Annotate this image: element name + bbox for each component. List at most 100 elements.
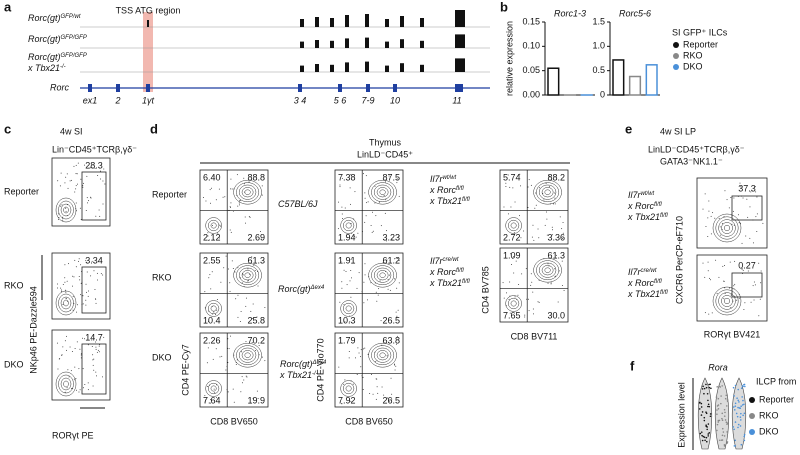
event-dot bbox=[397, 257, 399, 259]
event-dot bbox=[59, 185, 61, 187]
subheader: LinLD⁻CD45⁺ bbox=[357, 149, 413, 159]
event-dot bbox=[246, 376, 248, 378]
event-dot bbox=[354, 191, 356, 193]
event-dot bbox=[85, 259, 87, 261]
event-dot bbox=[740, 222, 742, 224]
event-dot bbox=[75, 378, 77, 380]
coverage-peak bbox=[385, 65, 389, 72]
contour bbox=[205, 380, 222, 397]
contour bbox=[340, 217, 357, 234]
event-dot bbox=[358, 352, 360, 354]
label-sup: GFP/GFP bbox=[61, 53, 87, 59]
coverage-peak bbox=[345, 62, 349, 72]
label-base: Il7r bbox=[430, 174, 444, 184]
event-dot bbox=[527, 186, 529, 188]
event-dot bbox=[731, 223, 733, 225]
event-dot bbox=[257, 285, 259, 287]
contour bbox=[236, 182, 260, 203]
exon bbox=[455, 84, 463, 92]
quadrant-value: 25.8 bbox=[247, 315, 265, 325]
event-dot bbox=[340, 261, 342, 263]
event-dot bbox=[508, 298, 510, 300]
event-dot bbox=[245, 222, 247, 224]
contour bbox=[723, 224, 731, 232]
event-dot bbox=[531, 236, 533, 238]
cell-dot bbox=[743, 435, 746, 438]
event-dot bbox=[80, 178, 82, 180]
event-dot bbox=[396, 287, 398, 289]
contour bbox=[721, 295, 733, 307]
event-dot bbox=[255, 238, 257, 240]
event-dot bbox=[339, 184, 341, 186]
cell-dot bbox=[705, 411, 707, 413]
header: Thymus bbox=[369, 137, 402, 147]
event-dot bbox=[384, 212, 386, 214]
cell-dot bbox=[716, 423, 719, 426]
legend-title: ILCP from bbox=[756, 376, 796, 386]
coverage-peak bbox=[400, 63, 404, 72]
event-dot bbox=[377, 392, 379, 394]
axis-label: CD4 PE-Cy7 bbox=[180, 344, 190, 396]
cell-dot bbox=[700, 402, 703, 405]
event-dot bbox=[237, 294, 239, 296]
cell-dot bbox=[719, 439, 721, 442]
event-dot bbox=[215, 348, 217, 350]
event-dot bbox=[385, 199, 387, 201]
coverage-peak bbox=[300, 65, 304, 72]
event-dot bbox=[391, 398, 393, 400]
event-dot bbox=[102, 203, 104, 205]
event-dot bbox=[237, 316, 239, 318]
event-dot bbox=[505, 182, 507, 184]
event-dot bbox=[88, 290, 90, 292]
contour bbox=[236, 265, 260, 286]
event-dot bbox=[548, 186, 550, 188]
cell-dot bbox=[743, 383, 745, 386]
event-dot bbox=[202, 196, 204, 198]
label-base: x Tbx21 bbox=[429, 196, 462, 206]
y-tick-label: 0.15 bbox=[522, 16, 540, 26]
cell-dot bbox=[722, 431, 725, 433]
event-dot bbox=[209, 399, 211, 401]
cell-dot bbox=[709, 383, 711, 386]
panel-letter: b bbox=[500, 0, 508, 14]
axis-label: CD4 PE-Vio770 bbox=[315, 338, 325, 401]
event-dot bbox=[350, 222, 352, 224]
event-dot bbox=[382, 341, 384, 343]
contour bbox=[379, 189, 386, 195]
contour bbox=[723, 297, 731, 305]
event-dot bbox=[561, 237, 563, 239]
event-dot bbox=[356, 287, 358, 289]
event-dot bbox=[248, 279, 250, 281]
event-dot bbox=[534, 207, 536, 209]
event-dot bbox=[84, 164, 86, 166]
cell-dot bbox=[698, 408, 701, 410]
event-dot bbox=[736, 299, 738, 301]
event-dot bbox=[243, 286, 245, 288]
gate-value: 0.27 bbox=[738, 260, 756, 270]
contour bbox=[60, 377, 72, 391]
event-dot bbox=[385, 230, 387, 232]
event-dot bbox=[719, 226, 721, 228]
contour bbox=[379, 272, 386, 278]
cell-dot bbox=[721, 434, 724, 437]
contour bbox=[236, 345, 260, 366]
event-dot bbox=[204, 291, 206, 293]
cell-dot bbox=[736, 415, 739, 418]
cell-dot bbox=[742, 399, 744, 402]
event-dot bbox=[228, 348, 230, 350]
event-dot bbox=[723, 298, 725, 300]
event-dot bbox=[239, 200, 241, 202]
event-dot bbox=[543, 199, 545, 201]
event-dot bbox=[733, 285, 735, 287]
quadrant-value: 7.92 bbox=[338, 395, 356, 405]
event-dot bbox=[251, 256, 253, 258]
event-dot bbox=[95, 341, 97, 343]
quadrant-value: 7.65 bbox=[503, 310, 521, 320]
label-base: x Tbx21 bbox=[627, 289, 660, 299]
event-dot bbox=[370, 224, 372, 226]
quadrant-value: 19.9 bbox=[247, 395, 265, 405]
contour bbox=[371, 265, 395, 286]
axis-label: CD8 BV650 bbox=[210, 416, 258, 426]
event-dot bbox=[241, 282, 243, 284]
contour bbox=[536, 182, 560, 203]
